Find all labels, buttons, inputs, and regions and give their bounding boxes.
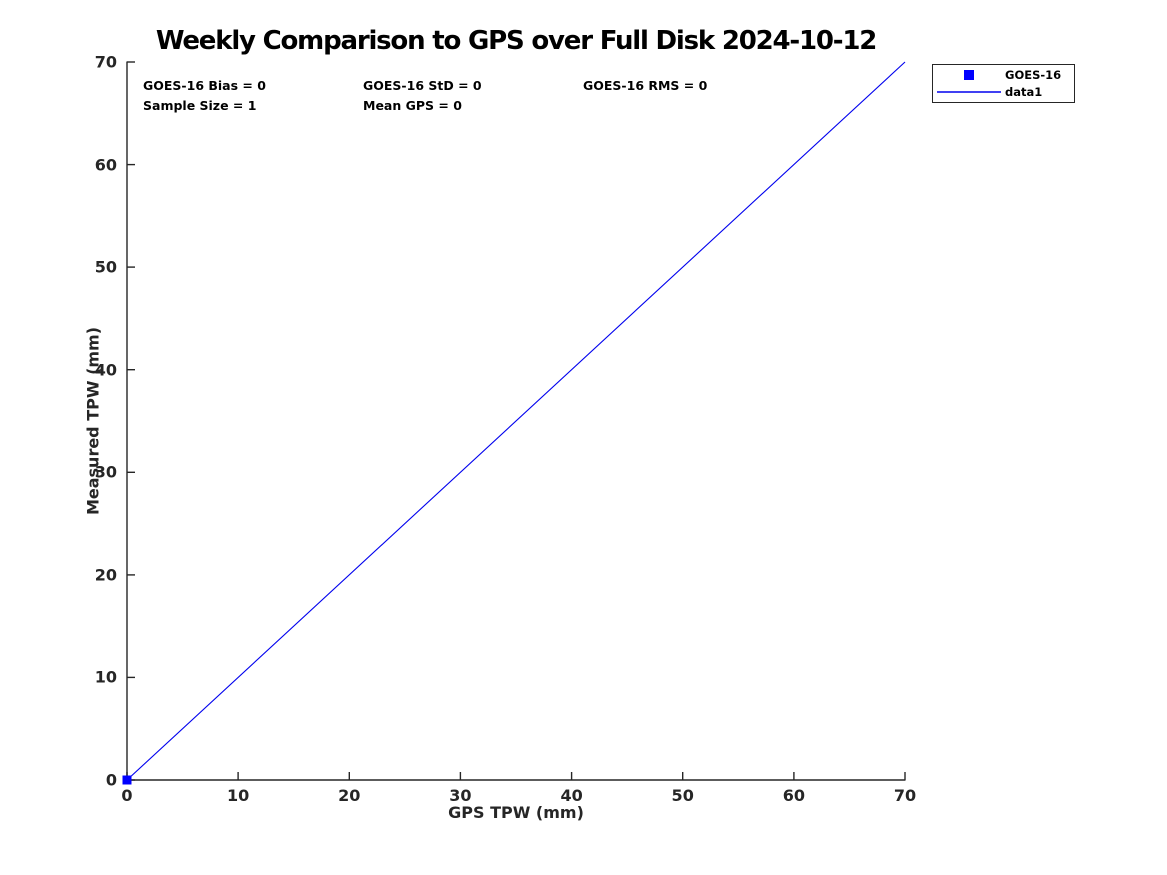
- goes16-marker: [122, 775, 132, 785]
- x-tick-label: 40: [560, 786, 583, 805]
- x-tick-label: 10: [226, 786, 250, 805]
- legend-square-swatch: [964, 70, 974, 80]
- y-tick-label: 30: [94, 462, 117, 482]
- x-tick-label: 50: [671, 786, 694, 805]
- x-axis-ticks: [126, 772, 906, 780]
- annotation-mean-gps: Mean GPS = 0: [363, 98, 462, 113]
- y-tick-label: 60: [94, 155, 117, 175]
- y-tick-label: 10: [94, 667, 117, 687]
- line-marker-icon: [937, 91, 1001, 93]
- y-axis-ticks: [127, 61, 135, 781]
- x-tick-label: 20: [338, 786, 361, 805]
- annotation-sample-size: Sample Size = 1: [143, 98, 257, 113]
- legend: GOES-16 data1: [932, 64, 1075, 103]
- x-tick-label: 0: [121, 786, 133, 805]
- annotation-rms: GOES-16 RMS = 0: [583, 78, 708, 93]
- y-tick-label: 20: [94, 565, 117, 585]
- x-tick-label: 70: [893, 786, 917, 805]
- legend-item-data1: data1: [933, 85, 1074, 99]
- legend-label-data1: data1: [1005, 85, 1043, 99]
- legend-item-goes16: GOES-16: [933, 68, 1074, 82]
- x-tick-label: 30: [449, 786, 472, 805]
- data1-line: [126, 61, 906, 781]
- chart-title: Weekly Comparison to GPS over Full Disk …: [155, 26, 878, 56]
- annotation-bias: GOES-16 Bias = 0: [143, 78, 266, 93]
- legend-square-marker-icon: [933, 69, 1005, 81]
- y-tick-label: 0: [105, 770, 117, 790]
- x-axis-label: GPS TPW (mm): [448, 803, 584, 822]
- y-tick-label: 40: [94, 360, 117, 380]
- x-tick-label: 60: [782, 786, 806, 805]
- y-axis-label: Measured TPW (mm): [83, 326, 103, 516]
- square-marker-icon: [964, 70, 974, 80]
- y-tick-label: 50: [94, 257, 117, 277]
- legend-label-goes16: GOES-16: [1005, 68, 1062, 82]
- annotation-std: GOES-16 StD = 0: [363, 78, 482, 93]
- y-tick-label: 70: [94, 52, 117, 72]
- legend-line-marker-icon: [933, 90, 1005, 94]
